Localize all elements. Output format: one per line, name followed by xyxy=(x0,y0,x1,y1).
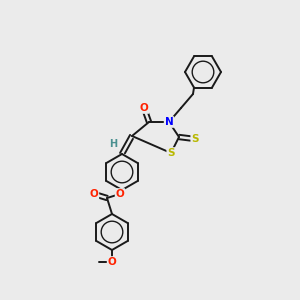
Text: S: S xyxy=(191,134,199,144)
Text: N: N xyxy=(165,117,173,127)
Text: S: S xyxy=(167,148,175,158)
Text: O: O xyxy=(108,257,116,267)
Text: H: H xyxy=(109,139,117,149)
Text: O: O xyxy=(140,103,148,113)
Text: O: O xyxy=(90,189,98,199)
Text: O: O xyxy=(116,189,124,199)
